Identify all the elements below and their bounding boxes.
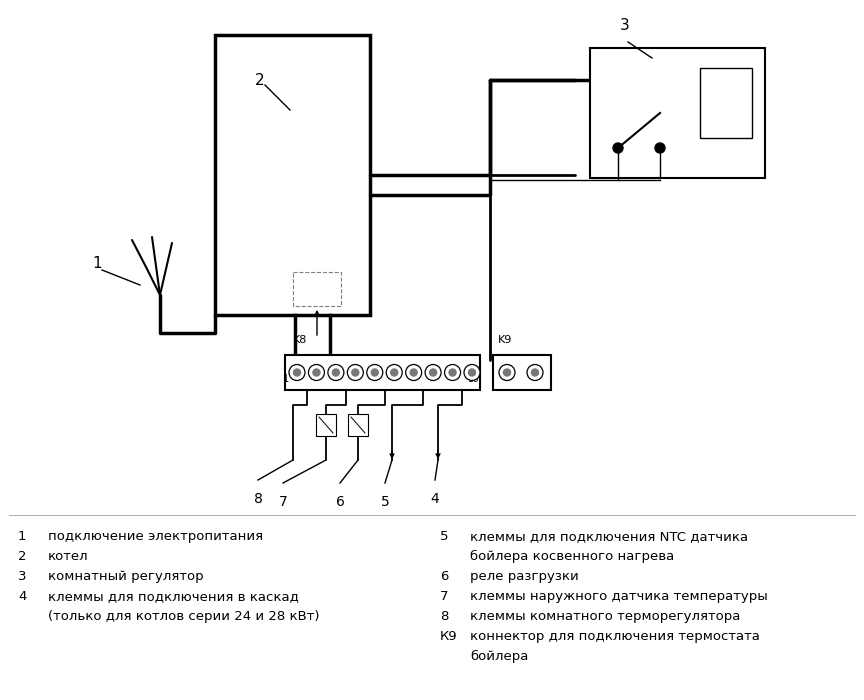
Circle shape <box>352 369 359 376</box>
Text: K8: K8 <box>293 335 308 345</box>
Circle shape <box>445 365 461 381</box>
Text: клеммы для подключения NTC датчика: клеммы для подключения NTC датчика <box>470 530 748 543</box>
Text: 1: 1 <box>92 256 102 271</box>
Bar <box>285 355 480 390</box>
Circle shape <box>386 365 403 381</box>
Circle shape <box>613 143 623 153</box>
Circle shape <box>464 365 480 381</box>
Text: комнатный регулятор: комнатный регулятор <box>48 570 204 583</box>
Text: K9: K9 <box>498 335 512 345</box>
Bar <box>700 68 752 138</box>
Circle shape <box>527 365 543 381</box>
Circle shape <box>391 369 397 376</box>
Circle shape <box>372 369 378 376</box>
Circle shape <box>308 365 325 381</box>
Circle shape <box>333 369 340 376</box>
Text: 3: 3 <box>18 570 27 583</box>
Circle shape <box>294 369 301 376</box>
Text: 1: 1 <box>18 530 27 543</box>
Text: 7: 7 <box>440 590 448 603</box>
Text: 10: 10 <box>468 375 480 384</box>
Circle shape <box>425 365 442 381</box>
Circle shape <box>406 365 422 381</box>
Circle shape <box>468 369 475 376</box>
Text: 7: 7 <box>278 495 288 509</box>
Bar <box>215 35 370 315</box>
Circle shape <box>429 369 436 376</box>
Text: 8: 8 <box>253 492 263 506</box>
Text: котел: котел <box>48 550 89 563</box>
Text: 5: 5 <box>440 530 448 543</box>
Circle shape <box>313 369 320 376</box>
Text: 6: 6 <box>440 570 448 583</box>
Circle shape <box>367 365 383 381</box>
Circle shape <box>328 365 344 381</box>
Text: клеммы для подключения в каскад: клеммы для подключения в каскад <box>48 590 299 603</box>
Bar <box>493 355 551 390</box>
Text: 4: 4 <box>430 492 440 506</box>
Circle shape <box>531 369 538 376</box>
Text: 2: 2 <box>18 550 27 563</box>
Text: бойлера косвенного нагрева: бойлера косвенного нагрева <box>470 550 674 563</box>
Circle shape <box>449 369 456 376</box>
Text: 3: 3 <box>620 18 630 33</box>
Bar <box>590 48 765 178</box>
Text: К9: К9 <box>440 630 458 643</box>
Circle shape <box>347 365 364 381</box>
Text: 8: 8 <box>440 610 448 623</box>
Bar <box>348 414 368 436</box>
Text: коннектор для подключения термостата: коннектор для подключения термостата <box>470 630 759 643</box>
Text: 6: 6 <box>335 495 345 509</box>
Text: 2: 2 <box>255 73 264 88</box>
Text: реле разгрузки: реле разгрузки <box>470 570 579 583</box>
Circle shape <box>499 365 515 381</box>
Circle shape <box>504 369 511 376</box>
Text: подключение электропитания: подключение электропитания <box>48 530 264 543</box>
Circle shape <box>410 369 417 376</box>
Bar <box>293 272 341 306</box>
Text: бойлера: бойлера <box>470 650 529 663</box>
Text: 1: 1 <box>283 374 289 384</box>
Bar <box>316 414 336 436</box>
Circle shape <box>289 365 305 381</box>
Text: 4: 4 <box>18 590 27 603</box>
Text: (только для котлов серии 24 и 28 кВт): (только для котлов серии 24 и 28 кВт) <box>48 610 320 623</box>
Text: клеммы комнатного терморегулятора: клеммы комнатного терморегулятора <box>470 610 740 623</box>
Text: 5: 5 <box>381 495 390 509</box>
Text: клеммы наружного датчика температуры: клеммы наружного датчика температуры <box>470 590 768 603</box>
Circle shape <box>655 143 665 153</box>
